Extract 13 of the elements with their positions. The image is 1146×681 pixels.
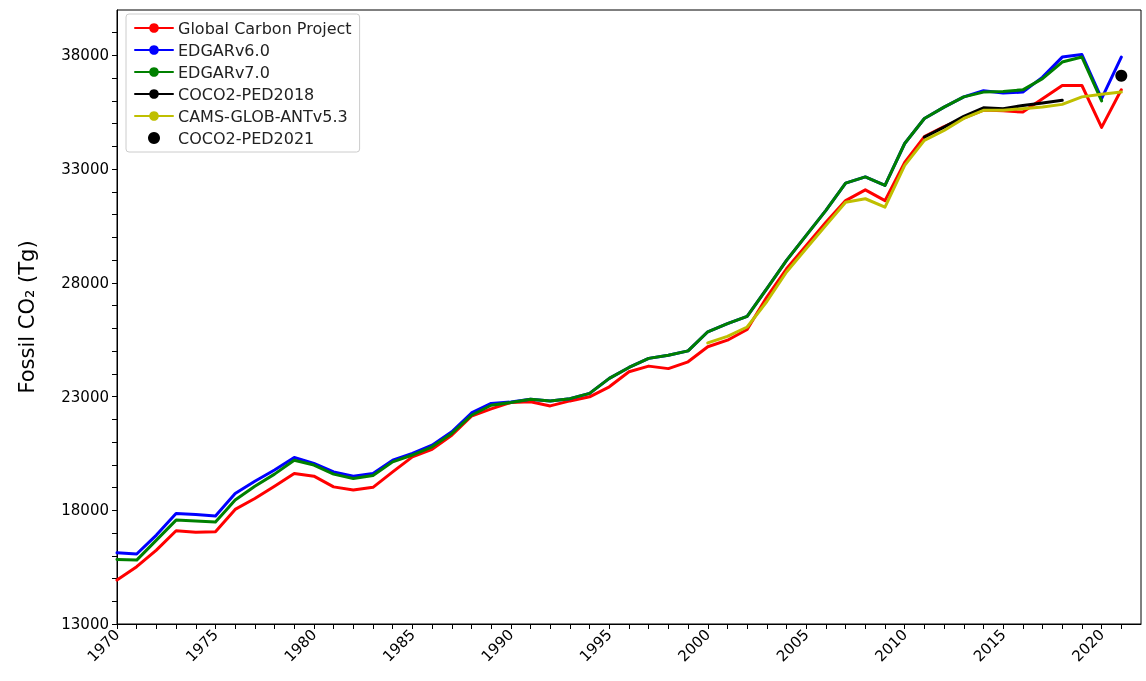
y-tick-label: 23000 [61,387,109,406]
legend-label: Global Carbon Project [178,18,352,38]
y-axis-title: Fossil CO₂ (Tg) [14,240,39,394]
y-tick-label: 18000 [61,501,109,520]
y-tick-label: 13000 [61,615,109,633]
legend-label: EDGARv7.0 [178,62,270,82]
legend-label: EDGARv6.0 [178,40,270,60]
y-tick-label: 38000 [61,46,109,65]
y-tick-label: 28000 [61,273,109,292]
y-tick-label: 33000 [61,160,109,179]
legend-label: COCO2-PED2018 [178,84,315,104]
legend-label: CAMS-GLOB-ANTv5.3 [178,106,348,126]
legend-label: COCO2-PED2021 [178,128,315,148]
